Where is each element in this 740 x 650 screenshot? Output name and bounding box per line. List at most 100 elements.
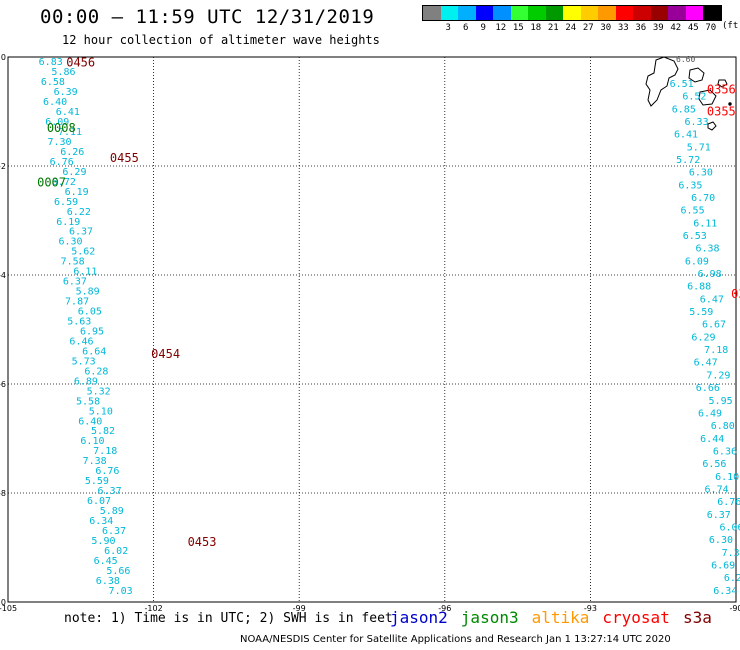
wave-height-value: 6.37 — [98, 486, 122, 497]
wave-height-value: 6.88 — [687, 282, 711, 293]
legend-swatch — [475, 6, 493, 20]
legend-unit: (ft) — [722, 21, 740, 31]
island-outline — [688, 67, 705, 83]
wave-height-value: 6.30 — [689, 168, 713, 179]
wave-height-value: 6.11 — [693, 218, 717, 229]
note-text: note: 1) Time is in UTC; 2) SWH is in fe… — [64, 611, 393, 626]
legend-label: 70 — [705, 23, 717, 33]
wave-height-value: 6.55 — [681, 206, 705, 217]
pass-time-labels: 0456 0008 0455 0007 0454 0453 0356 0355 03 — [37, 55, 740, 549]
wave-height-value: 6.37 — [707, 510, 731, 521]
y-tick-label: -4 — [0, 271, 6, 280]
island-wave-label: 6.60 — [676, 55, 695, 64]
wave-height-value: 6.11 — [73, 267, 97, 278]
x-tick-label: -96 — [438, 604, 451, 613]
wave-height-value: 6.22 — [67, 207, 91, 218]
wave-height-value: 5.95 — [709, 396, 733, 407]
pass-time-label: 0008 — [47, 121, 76, 135]
legend-label: 18 — [530, 23, 542, 33]
wave-height-value: 6.39 — [54, 87, 78, 98]
wave-height-value: 6.40 — [43, 97, 67, 108]
wave-height-value: 6.37 — [69, 227, 93, 238]
legend-swatch — [650, 6, 668, 20]
legend-swatch — [703, 6, 721, 20]
wave-height-value: 6.30 — [709, 535, 733, 546]
wave-height-value: 7.29 — [706, 370, 730, 381]
wave-height-value: 6.56 — [702, 459, 726, 470]
wave-height-value: 6.51 — [670, 79, 694, 90]
wave-height-value: 5.59 — [689, 307, 713, 318]
wave-height-value: 6.29 — [691, 332, 715, 343]
wave-height-value: 6.26 — [60, 147, 84, 158]
x-tick-label: -93 — [584, 604, 597, 613]
legend-swatch — [563, 6, 581, 20]
y-tick-label: -8 — [0, 489, 6, 498]
wave-height-value: 5.10 — [89, 406, 113, 417]
wave-height-value: 6.24 — [724, 573, 740, 584]
wave-height-value: 5.32 — [87, 386, 111, 397]
y-tick-label: -10 — [0, 598, 6, 607]
wave-height-value: 6.28 — [84, 366, 108, 377]
pass-time-label: 0007 — [37, 175, 66, 189]
island-outline — [698, 89, 717, 106]
pass-time-label: 0456 — [66, 55, 95, 69]
wave-height-value: 7.18 — [704, 345, 728, 356]
wave-height-value: 6.09 — [45, 117, 69, 128]
wave-height-value: 6.72 — [52, 177, 76, 188]
wave-height-value: 7.38 — [83, 456, 107, 467]
wave-height-value: 6.67 — [702, 320, 726, 331]
wave-height-value: 6.19 — [65, 187, 89, 198]
wave-height-value: 6.98 — [698, 269, 722, 280]
wave-height-value: 6.37 — [63, 277, 87, 288]
wave-height-value: 5.66 — [106, 566, 130, 577]
pass-time-label: 0355 — [707, 105, 736, 119]
legend-swatch — [580, 6, 598, 20]
legend-swatch — [598, 6, 616, 20]
wave-height-value: 7.30 — [47, 137, 71, 148]
wave-height-value: 6.45 — [94, 556, 118, 567]
wave-height-value: 5.89 — [76, 287, 100, 298]
map-frame — [7, 56, 737, 603]
legend-label: 39 — [652, 23, 664, 33]
island-outline — [717, 79, 728, 88]
wave-height-value: 6.83 — [39, 57, 63, 68]
wave-height-value: 6.80 — [711, 421, 735, 432]
island-outline — [707, 121, 717, 131]
wave-height-value: 5.62 — [71, 247, 95, 258]
wave-height-value: 6.02 — [104, 546, 128, 557]
wave-height-value: 5.86 — [51, 67, 75, 78]
wave-height-value: 6.76 — [717, 497, 740, 508]
legend-label: 6 — [463, 23, 469, 33]
legend-labels: 3 6 9 12 15 18 21 24 27 30 33 36 39 42 45 70 — [422, 23, 722, 33]
wave-height-value: 6.10 — [715, 472, 739, 483]
wave-height-value: 6.34 — [89, 516, 113, 527]
legend-label: 36 — [635, 23, 647, 33]
wave-height-value: 5.89 — [100, 506, 124, 517]
legend-swatch — [633, 6, 651, 20]
wave-height-value: 6.74 — [705, 484, 729, 495]
wave-height-value: 6.76 — [50, 157, 74, 168]
legend-label: 42 — [670, 23, 682, 33]
legend-swatch — [668, 6, 686, 20]
map-subtitle: 12 hour collection of altimeter wave hei… — [62, 33, 380, 47]
legend-swatch — [528, 6, 546, 20]
wave-height-value: 5.58 — [76, 396, 100, 407]
wave-height-value: 6.70 — [691, 193, 715, 204]
x-tick-label: -105 — [0, 604, 17, 613]
legend-color-bar — [422, 5, 722, 21]
wave-height-value: 7.03 — [109, 586, 133, 597]
y-tick-label: 0 — [1, 53, 6, 62]
wave-height-value: 6.59 — [54, 197, 78, 208]
legend-label: 12 — [495, 23, 507, 33]
legend-swatch — [510, 6, 528, 20]
wave-height-value: 7.11 — [58, 127, 82, 138]
wave-height-value: 6.09 — [685, 256, 709, 267]
wave-height-value: 5.63 — [67, 317, 91, 328]
satellite-name: s3a — [683, 608, 712, 627]
wave-height-value: 6.35 — [678, 180, 702, 191]
satellite-name: jason2 — [390, 608, 448, 627]
wave-height-value: 6.95 — [80, 326, 104, 337]
wave-height-value: 6.58 — [41, 77, 65, 88]
satellite-name: altika — [531, 608, 590, 627]
